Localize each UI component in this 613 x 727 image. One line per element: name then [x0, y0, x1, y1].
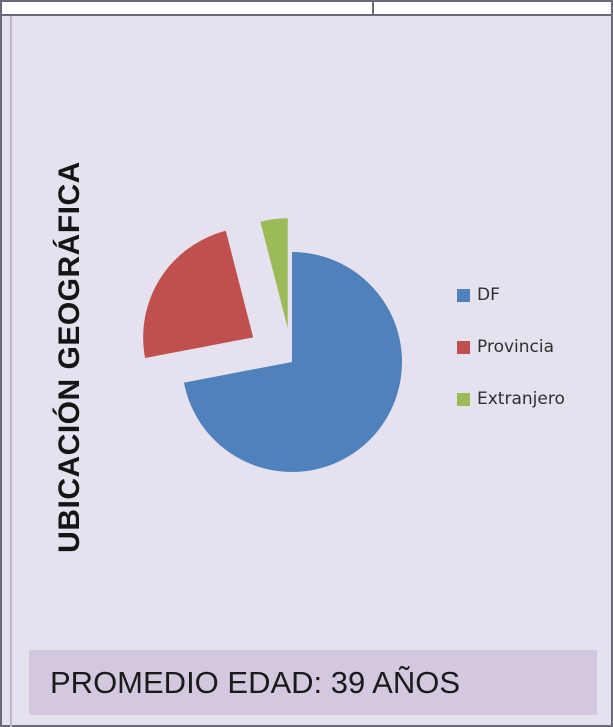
top-strip [2, 2, 611, 16]
legend-label-provincia: Provincia [477, 337, 555, 357]
chart-title: UBICACIÓN GEOGRÁFICA [53, 161, 86, 553]
average-age-box: PROMEDIO EDAD: 39 AÑOS [29, 650, 597, 715]
legend-item-provincia: Provincia [457, 335, 607, 359]
average-age-text: PROMEDIO EDAD: 39 AÑOS [50, 664, 460, 700]
top-divider [372, 2, 374, 14]
pie-slice-extranjero [260, 218, 288, 329]
legend-item-df: DF [457, 283, 607, 307]
legend-swatch-provincia [457, 340, 470, 354]
pie-chart [143, 218, 402, 472]
legend-label-extranjero: Extranjero [477, 389, 565, 409]
legend-label-df: DF [477, 285, 500, 305]
legend-swatch-extranjero [457, 392, 470, 406]
legend-swatch-df [457, 288, 470, 302]
chart-legend: DF Provincia Extranjero [457, 283, 607, 439]
inner-rule [10, 16, 12, 727]
pie-slice-provincia [143, 230, 254, 358]
pie-slice-df [183, 252, 402, 472]
legend-item-extranjero: Extranjero [457, 387, 607, 411]
